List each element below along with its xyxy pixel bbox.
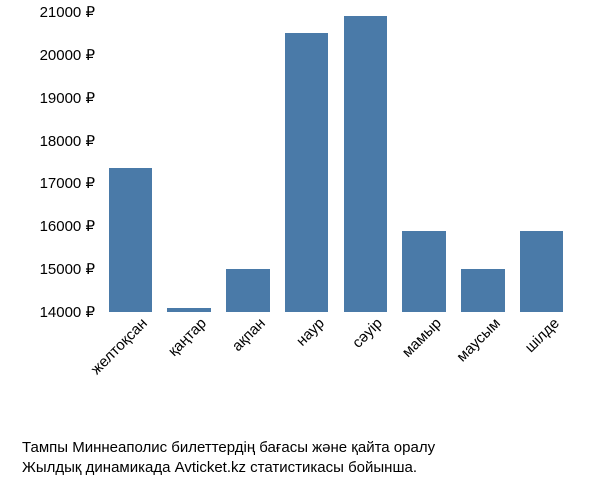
y-axis-tick-label: 16000 ₽ [40,217,101,235]
bar [402,231,445,312]
x-axis-tick-label: ақпан [226,312,269,355]
chart-caption: Тампы Миннеаполис билеттердің бағасы жән… [22,438,435,479]
x-axis-tick-label: наур [290,312,328,350]
bar [520,231,563,312]
bar [285,33,328,312]
caption-line-1: Тампы Миннеаполис билеттердің бағасы жән… [22,438,435,458]
y-axis-tick-label: 14000 ₽ [40,303,101,321]
y-axis-tick-label: 15000 ₽ [40,260,101,278]
caption-line-2: Жылдық динамикада Avticket.kz статистика… [22,458,435,478]
bar [226,269,269,312]
x-axis-tick-label: маусым [450,312,503,365]
x-axis-tick-label: мамыр [396,312,445,361]
bar [461,269,504,312]
y-axis-tick-label: 17000 ₽ [40,174,101,192]
bar [109,168,152,312]
bar [344,16,387,312]
y-axis-tick-label: 18000 ₽ [40,132,101,150]
plot-area: 14000 ₽15000 ₽16000 ₽17000 ₽18000 ₽19000… [100,12,570,312]
x-axis-tick-label: сәуір [347,312,387,352]
y-axis-tick-label: 19000 ₽ [40,89,101,107]
bar [167,308,210,312]
y-axis-tick-label: 20000 ₽ [40,46,101,64]
x-axis-tick-label: қаңтар [162,312,210,360]
x-axis-tick-label: шілде [518,312,562,356]
x-axis-tick-label: желтоқсан [85,312,151,378]
y-axis-tick-label: 21000 ₽ [40,3,101,21]
